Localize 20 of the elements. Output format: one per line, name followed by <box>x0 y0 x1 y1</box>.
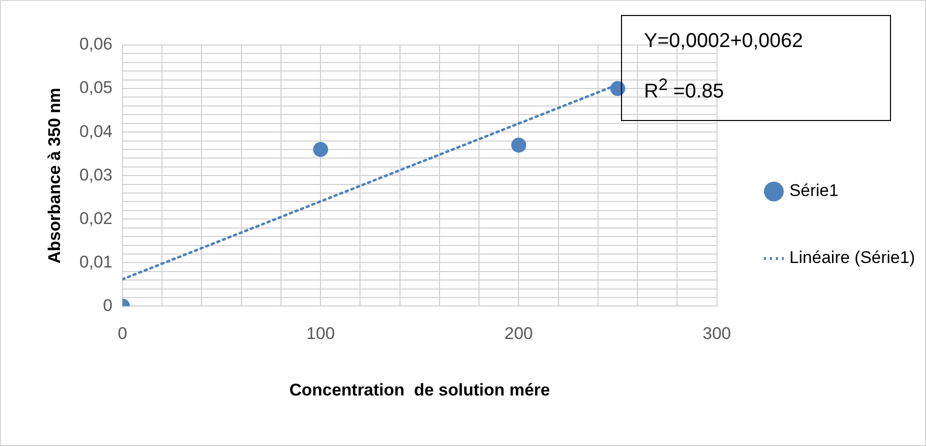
x-tick-label: 200 <box>504 324 533 344</box>
annotation: Y=0,0002+0,0062 <box>644 30 804 53</box>
point <box>610 81 626 96</box>
x-tick-label: 0 <box>118 324 128 344</box>
y-tick-label: 0,06 <box>79 34 112 54</box>
x-tick-label: 100 <box>306 324 335 344</box>
point <box>511 138 526 153</box>
y-tick-label: 0,05 <box>79 78 112 98</box>
legend-label: Linéaire (Série1) <box>789 248 916 268</box>
y-axis-title: Absorbance à 350 nm <box>44 88 64 264</box>
annotation: R$^{2}$ =0.85 <box>644 75 725 104</box>
y-tick-label: 0,02 <box>79 208 112 228</box>
legend-label: Série1 <box>789 181 838 200</box>
y-tick-label: 0,01 <box>79 252 112 272</box>
x-axis-title: Concentration de solution mére <box>289 380 550 400</box>
x-tick-label: 300 <box>702 324 732 344</box>
y-tick-label: 0,03 <box>79 165 112 184</box>
equation-box: Y=0,0002+0,0062 R$^{2}$ =0.85 <box>621 15 891 121</box>
y-tick-label: 0,04 <box>79 122 112 141</box>
y-tick-label: 0 <box>103 296 112 315</box>
